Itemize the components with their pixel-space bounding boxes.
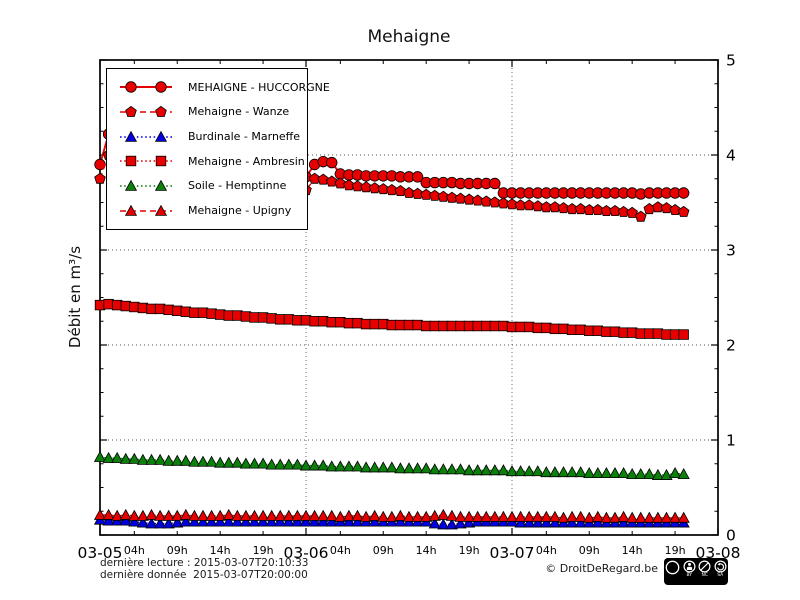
x-minor-label: 04h xyxy=(330,544,351,557)
x-minor-label: 19h xyxy=(665,544,686,557)
legend-item-mehaigne-ambresin: Mehaigne - Ambresin xyxy=(117,153,307,169)
x-minor-label: 09h xyxy=(373,544,394,557)
y-tick-label-3: 3 xyxy=(726,242,736,260)
x-minor-label: 14h xyxy=(416,544,437,557)
last-data-text: dernière donnée 2015-03-07T20:00:00 xyxy=(100,568,308,581)
y-tick-label-2: 2 xyxy=(726,337,736,355)
x-minor-label: 04h xyxy=(536,544,557,557)
legend-label: Mehaigne - Upigny xyxy=(188,204,292,218)
x-minor-label: 19h xyxy=(459,544,480,557)
legend-item-mehaigne-upigny: Mehaigne - Upigny xyxy=(117,203,307,219)
cc-by-icon: BY xyxy=(683,560,696,578)
cc-sa-icon: SA xyxy=(714,560,727,578)
legend-label: Burdinale - Marneffe xyxy=(188,130,301,144)
x-minor-label: 04h xyxy=(124,544,145,557)
legend-item-soile-hemptinne: Soile - Hemptinne xyxy=(117,178,307,194)
cc-nc-icon: $ NC xyxy=(698,560,711,578)
x-minor-label: 14h xyxy=(210,544,231,557)
y-axis-label: Débit en m³/s xyxy=(66,245,84,349)
series-soile-hemptinne xyxy=(93,450,690,480)
legend-label: MEHAIGNE - HUCCORGNE xyxy=(188,80,330,94)
legend-marker-glyph xyxy=(120,156,172,167)
legend-marker-glyph xyxy=(120,105,172,117)
x-tick-label-03-05: 03-05 xyxy=(77,544,122,562)
x-minor-label: 09h xyxy=(167,544,188,557)
cc-license-badge: cc BY $ NC SA xyxy=(664,558,728,585)
legend-marker-glyph xyxy=(120,179,172,191)
chart-title: Mehaigne xyxy=(367,27,451,47)
x-minor-label: 14h xyxy=(622,544,643,557)
series-mehaigne-upigny xyxy=(93,508,690,523)
legend-label: Soile - Hemptinne xyxy=(188,179,287,193)
y-tick-label-0: 0 xyxy=(726,527,736,545)
legend-item-mehaigne-wanze: Mehaigne - Wanze xyxy=(117,104,307,120)
copyright-text: © DroitDeRegard.be xyxy=(545,562,658,575)
series-mehaigne-ambresin xyxy=(94,298,689,340)
legend-label: Mehaigne - Wanze xyxy=(188,105,290,119)
y-tick-label-1: 1 xyxy=(726,432,736,450)
y-tick-label-5: 5 xyxy=(726,52,736,70)
x-tick-label-03-08: 03-08 xyxy=(695,544,740,562)
legend-marker-glyph xyxy=(120,130,172,142)
legend-item-burdinale-marneffe: Burdinale - Marneffe xyxy=(117,129,307,145)
svg-text:cc: cc xyxy=(669,564,677,572)
last-reading-text: dernière lecture : 2015-03-07T20:10:33 xyxy=(100,557,309,569)
legend-box: MEHAIGNE - HUCCORGNE Mehaigne - Wanze Burd… xyxy=(106,68,330,230)
legend-marker-glyph xyxy=(120,81,172,94)
legend-marker-glyph xyxy=(120,204,172,216)
y-tick-label-4: 4 xyxy=(726,147,736,165)
cc-icon: cc xyxy=(665,560,680,575)
legend-item-mehaigne-huccorgne: MEHAIGNE - HUCCORGNE xyxy=(117,79,330,95)
x-minor-label: 09h xyxy=(579,544,600,557)
x-minor-label: 19h xyxy=(253,544,274,557)
legend-label: Mehaigne - Ambresin xyxy=(188,154,305,168)
x-tick-label-03-06: 03-06 xyxy=(283,544,328,562)
footer-status: dernière lecture : 2015-03-07T20:10:33 d… xyxy=(100,557,309,581)
x-tick-label-03-07: 03-07 xyxy=(489,544,534,562)
